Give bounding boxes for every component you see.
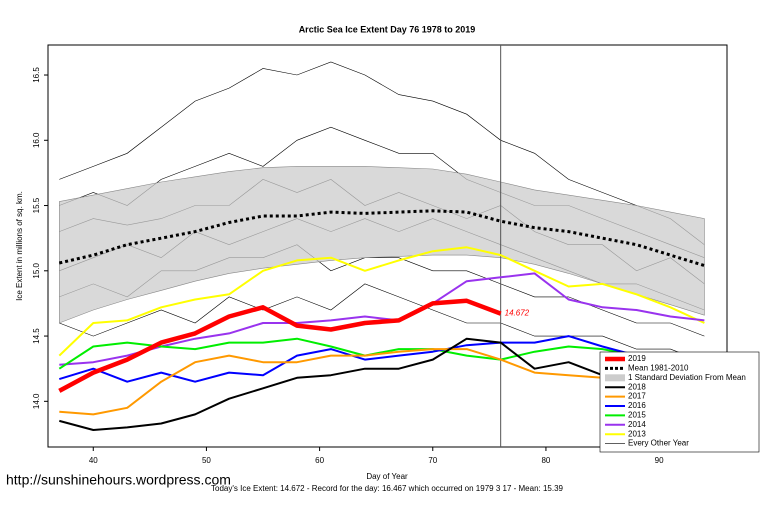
- x-axis-label: Day of Year: [366, 472, 408, 481]
- series-line: [59, 348, 705, 416]
- plot-frame: [47, 44, 728, 448]
- series-line: [58, 337, 705, 377]
- series-line: [59, 337, 705, 431]
- std-band: [59, 166, 705, 324]
- legend-label: 2016: [628, 401, 646, 410]
- other-year-line: [59, 61, 705, 245]
- y-axis-label: Ice Extent in millions of sq. km.: [15, 191, 24, 301]
- series-line: [58, 209, 705, 268]
- watermark: http://sunshinehours.wordpress.com: [6, 472, 231, 488]
- legend-box: [599, 351, 760, 453]
- legend-label: Every Other Year: [628, 439, 689, 448]
- legend-swatch: [605, 374, 625, 382]
- series-line: [58, 246, 705, 357]
- x-tick-label: 80: [541, 456, 550, 465]
- y-tick-label: 16.5: [32, 67, 41, 83]
- chart-title: Arctic Sea Ice Extent Day 76 1978 to 201…: [299, 24, 476, 34]
- y-tick-label: 14.5: [32, 328, 41, 344]
- annotation: 14.672: [505, 309, 530, 318]
- legend-label: 2014: [628, 420, 646, 429]
- x-tick-label: 90: [655, 456, 664, 465]
- legend-label: 2013: [628, 429, 646, 438]
- legend-label: 2017: [628, 392, 646, 401]
- footer: Today's Ice Extent: 14.672 - Record for …: [211, 484, 564, 493]
- legend-label: Mean 1981-2010: [628, 364, 689, 373]
- series-line: [58, 298, 502, 393]
- legend-label: 1 Standard Deviation From Mean: [628, 373, 746, 382]
- legend-label: 2018: [628, 382, 646, 391]
- x-tick-label: 50: [202, 456, 211, 465]
- y-tick-label: 15.0: [32, 262, 41, 278]
- y-tick-label: 15.5: [32, 197, 41, 213]
- series-line: [59, 272, 705, 366]
- y-tick-label: 14.0: [32, 393, 41, 409]
- x-tick-label: 60: [315, 456, 324, 465]
- y-tick-label: 16.0: [32, 132, 41, 148]
- x-tick-label: 70: [428, 456, 437, 465]
- series-line: [59, 335, 705, 396]
- x-tick-label: 40: [89, 456, 98, 465]
- legend-label: 2015: [628, 411, 646, 420]
- other-year-line: [59, 283, 705, 363]
- legend-label: 2019: [628, 354, 646, 363]
